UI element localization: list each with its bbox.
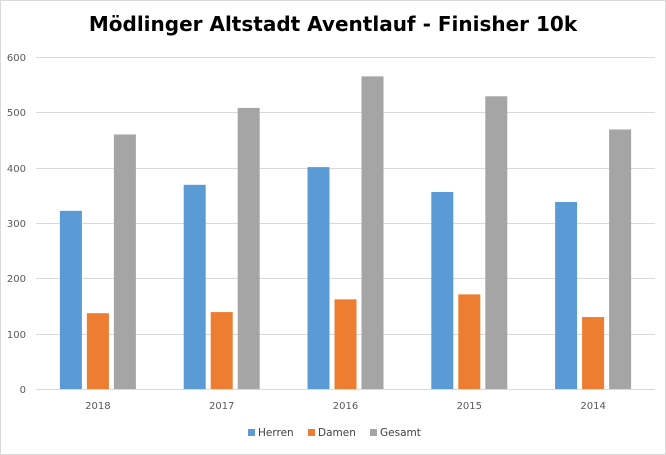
bars: [59, 76, 632, 389]
y-tick-label: 600: [7, 53, 26, 64]
bar-herren-2018: [59, 210, 82, 389]
x-tick-label: 2017: [209, 401, 234, 412]
legend-label-damen: Damen: [318, 427, 356, 439]
bar-herren-2015: [431, 192, 454, 389]
bar-damen-2015: [458, 294, 481, 389]
y-tick-label: 300: [7, 219, 26, 230]
x-tick-label: 2014: [580, 401, 605, 412]
bar-gesamt-2014: [609, 129, 632, 389]
legend-label-gesamt: Gesamt: [380, 427, 421, 439]
bar-gesamt-2017: [237, 107, 260, 389]
y-tick-label: 100: [7, 330, 26, 341]
legend-label-herren: Herren: [258, 427, 294, 439]
legend-swatch-damen: [308, 429, 315, 436]
bar-damen-2016: [334, 299, 357, 389]
y-tick-label: 0: [20, 385, 26, 396]
y-tick-label: 500: [7, 108, 26, 119]
x-tick-label: 2018: [85, 401, 110, 412]
x-tick-label: 2016: [333, 401, 358, 412]
bar-herren-2014: [555, 201, 578, 389]
y-tick-label: 400: [7, 164, 26, 175]
legend: Herren Damen Gesamt: [248, 427, 421, 439]
legend-swatch-herren: [248, 429, 255, 436]
bar-herren-2017: [183, 184, 206, 389]
legend-swatch-gesamt: [370, 429, 377, 436]
chart-title: Mödlinger Altstadt Aventlauf - Finisher …: [88, 12, 578, 36]
x-axis-ticks: 2018 2017 2016 2015 2014: [85, 401, 606, 412]
bar-gesamt-2016: [361, 76, 384, 389]
bar-damen-2018: [86, 313, 109, 389]
bar-damen-2014: [582, 317, 605, 389]
y-tick-label: 200: [7, 274, 26, 285]
bar-gesamt-2018: [113, 134, 136, 389]
bar-gesamt-2015: [485, 96, 508, 389]
x-tick-label: 2015: [457, 401, 482, 412]
y-axis-ticks: 0 100 200 300 400 500 600: [7, 53, 26, 396]
bar-damen-2017: [210, 312, 233, 389]
bar-herren-2016: [307, 167, 330, 389]
gridlines: [36, 57, 655, 390]
